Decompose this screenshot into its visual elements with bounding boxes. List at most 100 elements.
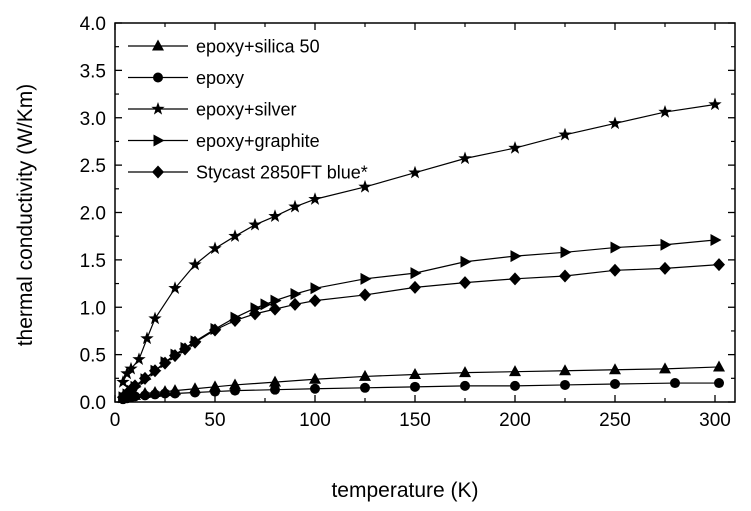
- data-point: [460, 380, 470, 391]
- legend-label: epoxy+silver: [196, 100, 297, 120]
- data-point: [169, 349, 181, 363]
- data-point: [659, 362, 671, 374]
- data-point: [509, 272, 521, 286]
- data-point: [230, 385, 240, 396]
- data-point: [360, 382, 370, 393]
- x-tick-label: 0: [110, 410, 121, 431]
- legend-entry: epoxy+graphite: [128, 131, 320, 151]
- plot-area: [114, 22, 736, 405]
- data-point: [268, 209, 282, 222]
- data-point: [509, 365, 521, 377]
- data-point: [168, 281, 182, 294]
- data-point: [560, 246, 572, 259]
- x-tick-label: 150: [399, 410, 431, 431]
- data-point: [248, 217, 262, 231]
- legend: epoxy+silica 50 epoxy epoxy+silver epoxy+gr…: [128, 37, 368, 183]
- data-point: [658, 105, 672, 118]
- data-point: [459, 366, 471, 378]
- data-point: [160, 388, 170, 399]
- data-point: [713, 258, 725, 272]
- data-point: [659, 261, 671, 275]
- data-point: [120, 366, 134, 380]
- x-tick-label: 300: [699, 410, 731, 431]
- data-point: [288, 199, 302, 213]
- legend-label: Stycast 2850FT blue*: [196, 163, 368, 183]
- data-point: [269, 302, 281, 316]
- y-tick-label: 3.5: [80, 61, 106, 82]
- data-point: [139, 371, 151, 385]
- data-point: [249, 307, 261, 321]
- data-point: [510, 250, 522, 263]
- data-point: [360, 272, 372, 285]
- data-point: [559, 364, 571, 376]
- data-point: [159, 356, 171, 370]
- data-point: [510, 380, 520, 391]
- y-tick-label: 1.5: [80, 251, 106, 272]
- data-point: [410, 267, 422, 280]
- legend-marker: [153, 72, 163, 83]
- data-point: [209, 323, 221, 337]
- data-point: [270, 294, 282, 307]
- data-point: [609, 263, 621, 277]
- data-point: [149, 364, 161, 378]
- data-point: [148, 311, 162, 325]
- legend-entry: epoxy: [128, 68, 244, 88]
- y-tick-label: 0.0: [80, 393, 106, 414]
- data-point: [560, 379, 570, 390]
- data-point: [508, 141, 522, 154]
- data-point: [208, 241, 222, 255]
- data-point: [408, 165, 422, 179]
- data-point: [609, 363, 621, 375]
- data-point: [269, 375, 281, 387]
- data-point: [359, 288, 371, 302]
- data-point: [189, 335, 201, 349]
- data-point: [710, 233, 722, 246]
- legend-entry: epoxy+silica 50: [128, 37, 320, 57]
- data-point: [270, 384, 280, 395]
- data-point: [460, 255, 472, 268]
- data-point: [670, 378, 680, 389]
- data-point: [289, 297, 301, 311]
- legend-marker: [153, 134, 165, 147]
- series-1: [118, 378, 724, 405]
- data-point: [116, 375, 130, 388]
- legend-label: epoxy+silica 50: [196, 37, 320, 57]
- x-axis-title: temperature (K): [331, 479, 478, 502]
- legend-marker: [152, 39, 164, 51]
- data-point: [124, 361, 138, 375]
- data-point: [229, 314, 241, 328]
- data-point: [459, 276, 471, 290]
- series-4: [117, 258, 725, 404]
- legend-marker: [152, 165, 164, 179]
- data-point: [129, 379, 141, 393]
- data-point: [409, 280, 421, 294]
- data-point: [170, 388, 180, 399]
- data-point: [458, 151, 472, 165]
- y-axis-title: thermal conductivity (W/Km): [14, 84, 37, 347]
- data-point: [150, 389, 160, 400]
- data-point: [190, 387, 200, 398]
- legend-entry: epoxy+silver: [128, 100, 297, 120]
- x-axis-ticks: 0 50 100 150 200 250 300: [110, 23, 731, 431]
- y-tick-label: 1.0: [80, 298, 106, 319]
- data-point: [260, 298, 272, 311]
- x-tick-label: 100: [299, 410, 331, 431]
- y-tick-label: 2.5: [80, 156, 106, 177]
- data-point: [309, 372, 321, 384]
- y-tick-label: 2.0: [80, 204, 106, 225]
- series-line: [122, 239, 716, 398]
- y-tick-label: 0.5: [80, 346, 106, 367]
- data-point: [559, 269, 571, 283]
- data-point: [410, 381, 420, 392]
- y-axis-ticks: 0.0 0.5 1.0 1.5 2.0 2.5 3.0 3.5 4.0: [80, 14, 735, 414]
- data-point: [140, 331, 154, 345]
- data-point: [409, 368, 421, 380]
- data-point: [309, 294, 321, 308]
- data-point: [132, 352, 146, 366]
- data-point: [290, 287, 302, 300]
- data-point: [310, 383, 320, 394]
- y-tick-label: 4.0: [80, 14, 106, 35]
- data-point: [310, 282, 322, 295]
- data-point: [558, 127, 572, 141]
